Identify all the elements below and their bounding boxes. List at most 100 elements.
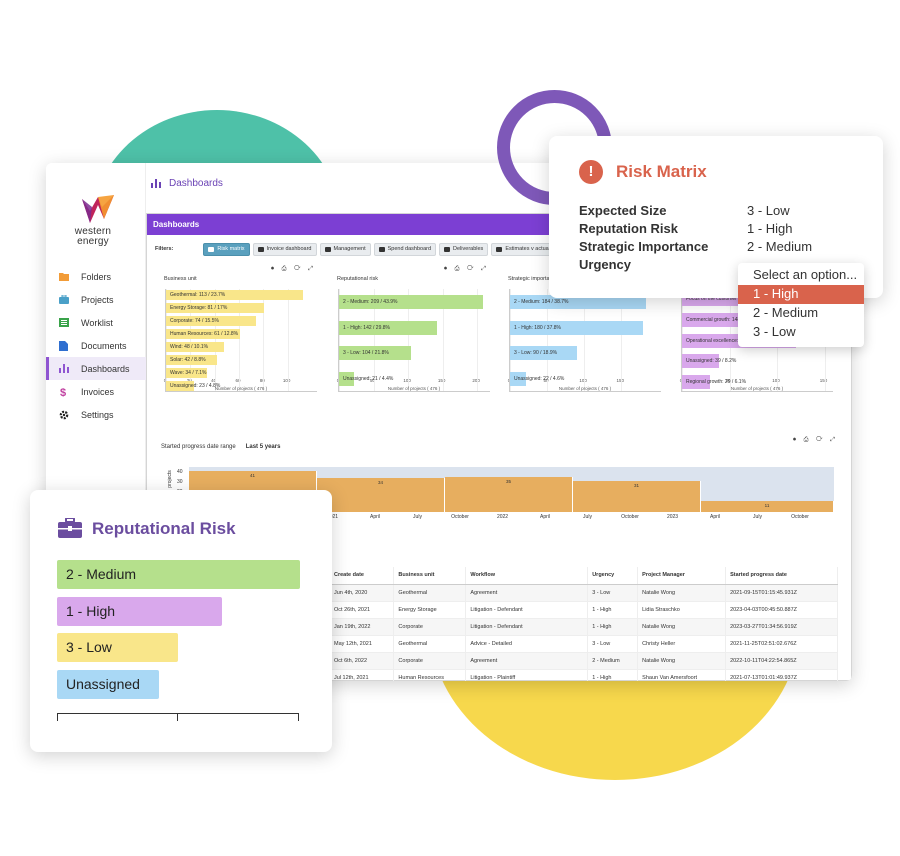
bar[interactable]: 2 - Medium: 209 / 43.9% [339,294,484,309]
reputational-risk-title: Reputational Risk [92,519,236,538]
timeline-bar[interactable]: 34 [317,478,445,512]
bar[interactable]: 3 - Low: 90 / 18.9% [510,346,577,361]
bar[interactable]: Solar: 42 / 8.8% [166,354,218,365]
table-row[interactable]: Oct 6th, 2022 Corporate Agreement 2 - Mediu… [330,652,838,670]
bar[interactable]: Unassigned: 39 / 8.2% [682,354,736,369]
filter-chip-management[interactable]: Management [319,242,371,256]
bar-label: Unassigned: 22 / 4.6% [514,376,565,383]
bar-label: Unassigned: 23 / 4.8% [170,382,221,389]
filter-chip-risk-matrix[interactable]: Risk matrix [203,242,250,256]
dropdown-option[interactable]: 2 - Medium [753,305,819,320]
bar[interactable]: 1 - High: 142 / 29.8% [339,320,438,335]
filter-chip-label: Management [333,246,366,252]
risk-field-value[interactable]: 1 - High [747,221,793,236]
table-cell: Natalie Wong [637,652,727,670]
risk-matrix-title: Risk Matrix [616,162,707,181]
bar[interactable]: Geothermal: 113 / 23.7% [166,290,304,301]
table-cell: Oct 6th, 2022 [330,652,395,670]
risk-field-value[interactable]: 2 - Medium [747,239,813,254]
risk-matrix-row: Reputation Risk 1 - High [579,221,879,236]
table-row[interactable]: Jul 12th, 2021 Human Resources Litigation … [330,669,838,681]
x-tick-label: 100 [403,378,411,383]
dashboard-icon [324,246,331,252]
sidebar-nav: Folders Projects Worklist Documents Dashboar… [46,265,146,426]
x-tick-label: 150 [616,378,624,383]
reputational-risk-bar[interactable]: Unassigned [57,669,160,699]
risk-field-value[interactable]: 3 - Low [747,203,790,218]
column-header[interactable]: Workflow [465,567,589,585]
timeline-bar-value: 34 [377,480,384,485]
timeline-y-tick: 40 [177,469,183,475]
sidebar-item-label: Documents [81,340,127,351]
timeline-x-tick: July [413,514,422,520]
reputational-risk-bar[interactable]: 1 - High [57,596,223,626]
filter-chip-estimates-v-actuals[interactable]: Estimates v actuals [491,242,558,256]
chart-title: Strategic importa [508,276,550,282]
x-tick-label: 200 [472,378,480,383]
sidebar-item-projects[interactable]: Projects [46,288,146,311]
filter-chip-spend-dashboard[interactable]: Spend dashboard [373,242,437,256]
chart-toolbar-icons[interactable]: ⏺ ⎙ ⟳ ⤢ [271,266,317,272]
column-header[interactable]: Project Manager [637,567,727,585]
bar[interactable]: 1 - High: 180 / 37.8% [510,320,644,335]
table-cell: Litigation - Defendant [465,618,589,636]
bar[interactable]: Wave: 34 / 7.1% [166,367,208,378]
chart-toolbar-icons[interactable]: ⏺ ⎙ ⟳ ⤢ [444,266,490,272]
column-header[interactable]: Business unit [393,567,467,585]
axis-tick [177,713,178,721]
bar[interactable]: Regional growth: 29 / 6.1% [682,374,746,389]
timeline-bar[interactable]: 11 [701,501,834,512]
date-range-value[interactable]: Last 5 years [245,444,281,450]
bar[interactable]: 3 - Low: 104 / 21.8% [339,346,411,361]
bar[interactable]: Unassigned: 23 / 4.8% [166,380,220,391]
breadcrumb[interactable]: Dashboards [151,178,223,189]
reputational-risk-axis [57,713,299,721]
table-cell: Litigation - Plaintiff [465,669,589,681]
bar[interactable]: Unassigned: 22 / 4.6% [510,372,564,387]
table-cell: Geothermal [393,584,467,602]
table-row[interactable]: May 12th, 2021 Geothermal Advice - Detaile… [330,635,838,653]
sidebar-item-invoices[interactable]: $ Invoices [46,380,146,403]
bar[interactable]: Human Resources: 61 / 12.8% [166,329,241,340]
briefcase-icon [58,518,82,538]
dropdown-option[interactable]: 3 - Low [753,324,796,339]
bar[interactable]: Unassigned: 21 / 4.4% [339,372,393,387]
filter-chip-deliverables[interactable]: Deliverables [439,242,489,256]
bar-chart-1: Business unit⏺ ⎙ ⟳ ⤢020406080100Geotherm… [161,266,319,417]
chart-plot-area: 2 - Medium: 184 / 38.7% 1 - High: 180 / 3… [509,289,661,392]
reputational-risk-bar[interactable]: 3 - Low [57,633,178,662]
column-header[interactable]: Urgency [587,567,639,585]
dashboard-icon [444,246,451,252]
timeline-bar[interactable]: 31 [573,481,701,512]
bar[interactable]: 2 - Medium: 184 / 38.7% [510,294,647,309]
risk-field-label: Reputation Risk [579,221,678,236]
sidebar-item-documents[interactable]: Documents [46,334,146,357]
gridline [477,289,479,391]
bar[interactable]: Corporate: 74 / 15.5% [166,316,256,327]
table-cell: 1 - High [587,669,639,681]
sidebar-item-settings[interactable]: Settings [46,403,146,426]
filter-chip-invoice-dashboard[interactable]: Invoice dashboard [252,242,317,256]
bar[interactable]: Energy Storage: 81 / 17% [166,303,265,314]
dropdown-option[interactable]: 1 - High [738,285,864,304]
x-tick-label: 50 [370,378,376,383]
table-cell: 2023-04-03T00:45:50.887Z [725,601,838,619]
column-header[interactable]: Create date [330,567,395,585]
sidebar-item-worklist[interactable]: Worklist [46,311,146,334]
x-tick-label: 80 [259,378,265,383]
table-cell: 2 - Medium [587,652,639,670]
dropdown-placeholder[interactable]: Select an option... [753,267,858,282]
table-row[interactable]: Oct 26th, 2021 Energy Storage Litigation -… [330,601,838,619]
table-row[interactable]: Jan 19th, 2022 Corporate Litigation - Defe… [330,618,838,636]
gridline [190,289,192,391]
bar[interactable]: Wind: 48 / 10.1% [166,341,225,352]
timeline-chart-icons[interactable]: ⏺ ⎙ ⟳ ⤢ [793,437,839,443]
sidebar-item-dashboards[interactable]: Dashboards [46,357,146,380]
table-row[interactable]: Jun 4th, 2020 Geothermal Agreement 3 - Low N… [330,584,838,602]
timeline-bar[interactable]: 35 [445,477,573,512]
urgency-dropdown[interactable]: Select an option... 1 - High 2 - Medium 3 … [738,263,864,347]
bar-label: 2 - Medium: 209 / 43.9% [343,298,398,305]
sidebar-item-folders[interactable]: Folders [46,265,146,288]
reputational-risk-bar[interactable]: 2 - Medium [57,560,300,589]
column-header[interactable]: Started progress date [725,567,838,585]
